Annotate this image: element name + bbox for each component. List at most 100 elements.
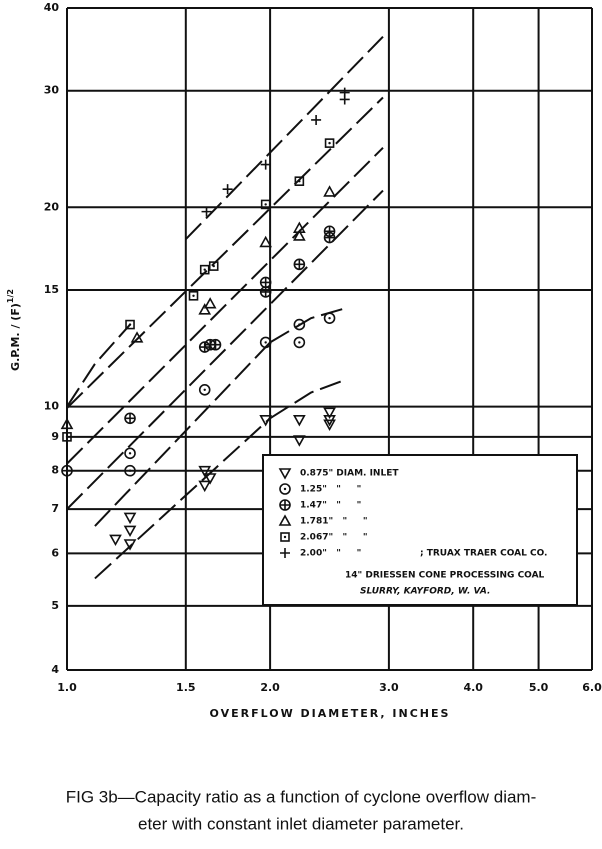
x-tick-label: 3.0 — [379, 681, 399, 694]
marker-shape — [292, 435, 306, 447]
marker-shape — [203, 297, 217, 309]
y-tick-label: 15 — [44, 283, 59, 296]
marker-shape — [199, 264, 210, 275]
marker-shape — [283, 535, 287, 539]
marker — [259, 336, 272, 349]
marker-shape — [260, 199, 271, 210]
x-tick-label: 6.0 — [582, 681, 602, 694]
marker-shape — [259, 235, 273, 248]
marker — [293, 258, 306, 271]
legend-marker — [279, 483, 291, 495]
y-tick-label: 6 — [51, 546, 59, 559]
y-tick-label: 9 — [51, 430, 59, 443]
marker-shape — [208, 261, 219, 271]
caption-line: FIG 3b—Capacity ratio as a function of c… — [66, 787, 537, 806]
marker — [259, 286, 272, 298]
marker-shape — [62, 465, 72, 476]
marker — [188, 290, 199, 301]
marker-shape — [294, 259, 305, 270]
marker-shape — [298, 341, 301, 344]
legend-marker — [279, 499, 291, 511]
marker — [339, 94, 350, 105]
x-tick-label: 4.0 — [463, 681, 483, 694]
marker — [203, 297, 217, 309]
legend-marker — [278, 468, 292, 480]
marker — [324, 138, 335, 148]
legend-note: SLURRY, KAYFORD, W. VA. — [360, 587, 490, 597]
marker — [292, 435, 306, 447]
marker-shape — [324, 138, 335, 148]
marker-shape — [323, 407, 336, 420]
marker-shape — [210, 339, 221, 350]
marker — [123, 525, 137, 538]
legend-label: 2.067" " " — [300, 533, 368, 543]
legend-marker — [280, 532, 290, 542]
marker-shape — [298, 323, 301, 326]
marker — [292, 229, 306, 241]
marker-shape — [222, 184, 233, 195]
y-axis-label-sup: 1/2 — [6, 289, 15, 303]
legend-label: 1.25" " " — [300, 485, 361, 495]
x-axis-label: OVERFLOW DIAMETER, INCHES — [210, 707, 451, 720]
marker-shape — [298, 179, 301, 183]
marker-shape — [192, 294, 195, 297]
y-tick-label: 4 — [51, 663, 59, 676]
marker — [209, 338, 222, 351]
marker — [259, 235, 273, 248]
y-tick-label: 20 — [44, 200, 60, 213]
marker-shape — [198, 465, 212, 478]
marker-shape — [130, 331, 144, 343]
x-tick-label: 5.0 — [529, 681, 549, 694]
marker-shape — [259, 336, 272, 349]
marker-shape — [328, 141, 331, 145]
marker-shape — [324, 232, 335, 243]
marker-shape — [278, 514, 292, 526]
marker-shape — [339, 94, 350, 105]
fit-line — [94, 341, 271, 527]
marker — [323, 419, 336, 432]
x-tick-label: 1.5 — [176, 681, 196, 694]
marker-shape — [328, 316, 331, 320]
marker — [259, 415, 273, 427]
fit-line — [269, 306, 348, 344]
marker-shape — [198, 480, 212, 493]
marker — [130, 331, 144, 343]
marker-shape — [293, 318, 306, 331]
legend-label: 2.00" " " — [300, 549, 361, 559]
legend-label: 1.781" " " — [300, 517, 368, 527]
marker — [123, 512, 137, 525]
legend-note: 14" DRIESSEN CONE PROCESSING COAL — [345, 571, 545, 581]
marker-shape — [123, 525, 137, 538]
y-axis-label-main: G.P.M. / (F) — [9, 303, 22, 371]
marker-shape — [123, 539, 137, 551]
marker-shape — [124, 464, 136, 477]
marker — [259, 276, 272, 289]
fit-line — [66, 189, 384, 510]
marker — [294, 176, 305, 186]
marker — [125, 319, 135, 330]
marker-shape — [280, 532, 290, 542]
marker-shape — [260, 159, 271, 170]
x-tick-label: 2.0 — [260, 681, 280, 694]
legend-label: 1.47" " " — [300, 501, 361, 511]
marker — [208, 261, 219, 271]
marker — [198, 480, 212, 493]
legend-marker — [278, 514, 292, 526]
marker-shape — [198, 303, 212, 315]
marker-shape — [260, 277, 271, 288]
marker-shape — [292, 229, 306, 241]
marker — [311, 114, 322, 125]
marker — [109, 534, 122, 547]
marker — [323, 407, 336, 420]
marker-shape — [323, 312, 336, 324]
y-axis-label: G.P.M. / (F)1/2 — [6, 289, 23, 371]
marker-shape — [60, 417, 74, 430]
legend-marker — [280, 548, 290, 558]
marker — [293, 336, 306, 349]
marker — [123, 539, 137, 551]
caption-line: eter with constant inlet diameter parame… — [138, 814, 464, 833]
marker — [260, 199, 271, 210]
marker-shape — [198, 384, 211, 396]
marker — [293, 318, 306, 331]
